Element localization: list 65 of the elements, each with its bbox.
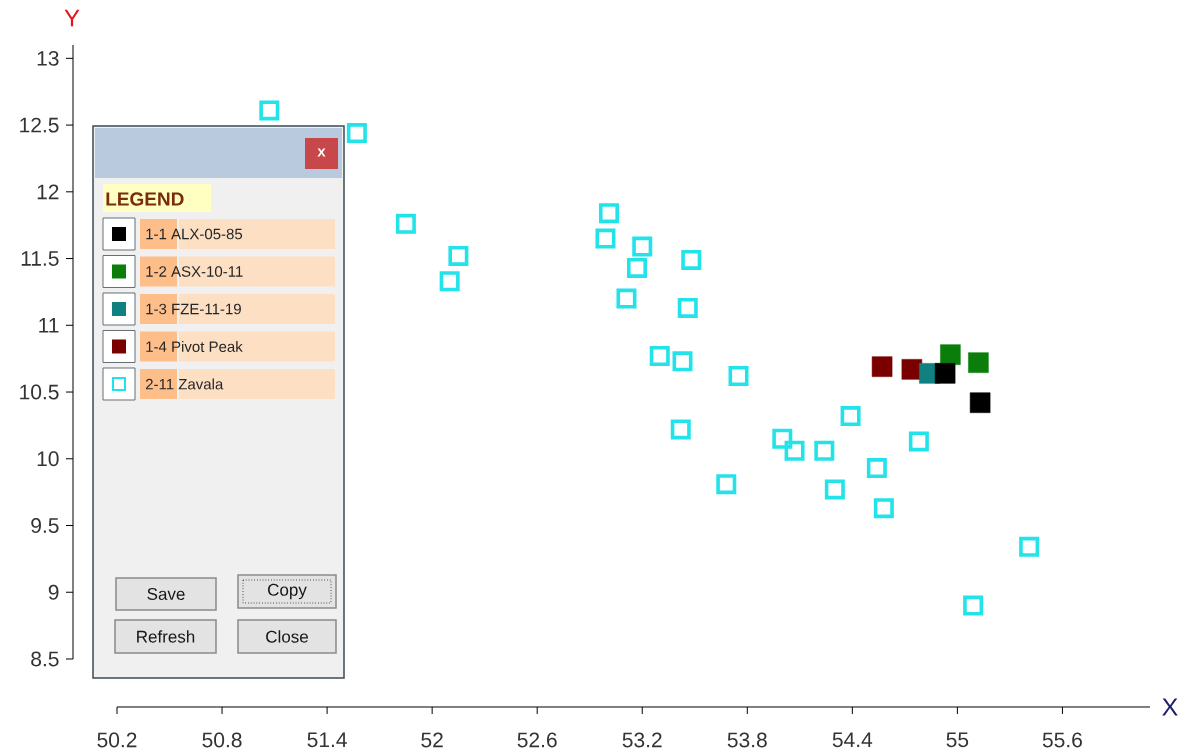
x-tick-label: 54.4 [832,732,873,748]
x-tick-label: 53.2 [622,732,662,748]
point [616,288,637,309]
point [772,428,793,449]
y-tick-label: 12.5 [20,117,59,133]
point [448,245,469,266]
point [784,440,805,461]
annotation: Refresh [137,630,195,643]
point [728,366,749,387]
y-tick-label: 11.5 [21,251,59,266]
x-tick-label: 53.8 [727,732,767,748]
x-tick-label: 52.6 [517,732,557,748]
annotation: Close [266,630,308,643]
point [632,236,653,257]
point [871,356,893,377]
point [934,363,956,384]
x-tick-label: 50.2 [97,732,137,748]
annotation: x [317,148,326,157]
point [649,346,670,366]
y-tick-label: 10 [37,451,59,467]
legend-label: 1-1 ALX-05-85 [146,228,243,240]
y-tick-label: 9.5 [31,518,59,533]
x-axis-title: X [1162,698,1178,716]
point [681,249,702,270]
legend-label: 1-3 FZE-11-19 [146,303,241,315]
point [439,271,460,292]
x-tick-label: 50.8 [202,732,242,748]
point [968,352,989,373]
y-tick-label: 10.5 [20,384,59,400]
legend-label: 1-2 ASX-10-11 [146,266,243,277]
x-tick-label: 51.4 [307,732,347,748]
point [395,213,416,234]
point [940,344,961,365]
point [824,479,845,500]
point [814,440,835,461]
legend-title: LEGEND [106,192,184,206]
point [670,419,691,440]
y-tick-label: 9 [48,584,59,600]
point [595,228,616,249]
y-axis-title: Y [64,9,80,27]
y-tick-label: 8.5 [31,651,59,667]
point [346,123,367,144]
y-tick-label: 11 [39,318,59,333]
point [866,458,887,479]
annotation: Copy [268,583,307,600]
x-tick-label: 55 [946,732,969,748]
x-tick-label: 55.6 [1042,732,1082,748]
y-tick-label: 13 [37,50,59,66]
y-tick-label: 12 [37,184,59,200]
point [963,595,984,616]
point [969,392,991,413]
point [908,431,929,452]
point [259,100,280,121]
point [716,474,737,495]
point [1019,536,1040,557]
point [598,203,619,224]
point [677,297,698,318]
point [626,257,647,278]
point [672,351,693,372]
annotation: Save [147,587,185,601]
legend-label: 2-11 Zavala [145,378,224,390]
point [840,406,861,427]
x-tick-label: 52 [421,732,443,748]
point [873,498,894,519]
legend-label: 1-4 Pivot Peak [146,340,243,352]
